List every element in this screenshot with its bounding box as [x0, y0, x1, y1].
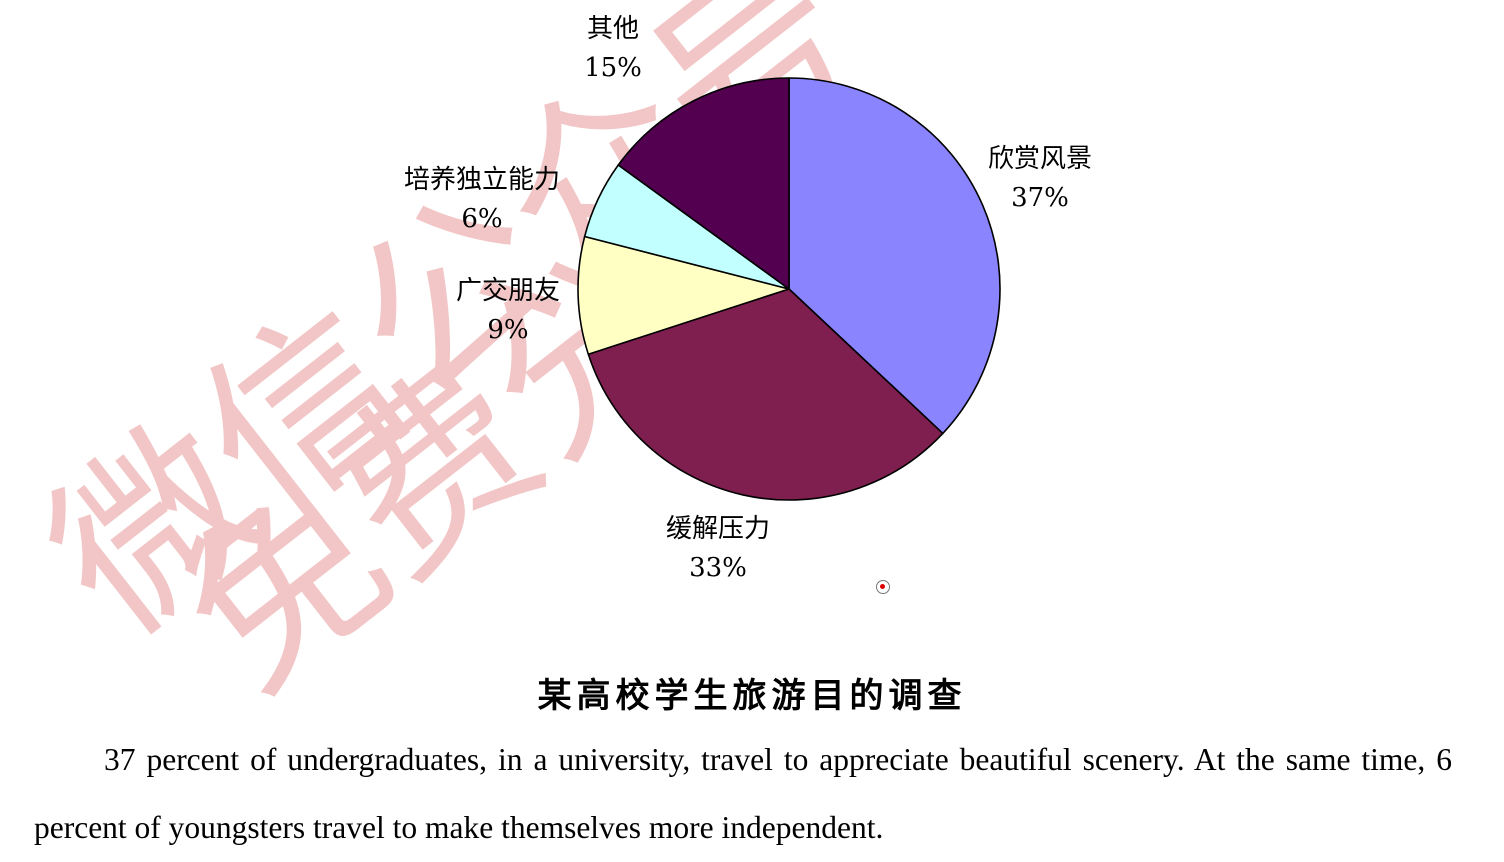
cursor-marker [876, 580, 890, 594]
slice-label-3: 广交朋友 [456, 276, 560, 306]
pie-chart: 欣赏风景 37% 缓解压力 33% 广交朋友 9% 培养独立能力 6% 其他 15% [404, 14, 1092, 583]
pie-slice-3 [577, 235, 790, 355]
slice-value-3: 9% [487, 315, 528, 345]
pie-slice-1 [788, 77, 1001, 435]
body-paragraph: 37 percent of undergraduates, in a unive… [34, 742, 1452, 845]
pie-slice-2 [587, 288, 944, 501]
slice-label-2: 缓解压力 [666, 514, 770, 544]
pie-labels: 欣赏风景 37% 缓解压力 33% 广交朋友 9% 培养独立能力 6% 其他 15% [404, 14, 1092, 583]
slice-label-4: 培养独立能力 [404, 165, 560, 195]
pie-slices [577, 77, 1001, 501]
slice-value-1: 37% [1011, 183, 1069, 213]
slice-value-2: 33% [689, 553, 747, 583]
slice-label-1: 欣赏风景 [988, 144, 1092, 174]
pie-slice-5 [617, 77, 790, 290]
slice-value-4: 6% [461, 204, 502, 234]
slice-value-5: 15% [584, 53, 642, 83]
slice-label-5: 其他 [587, 14, 639, 44]
chart-title: 某高校学生旅游目的调查 [537, 676, 967, 716]
